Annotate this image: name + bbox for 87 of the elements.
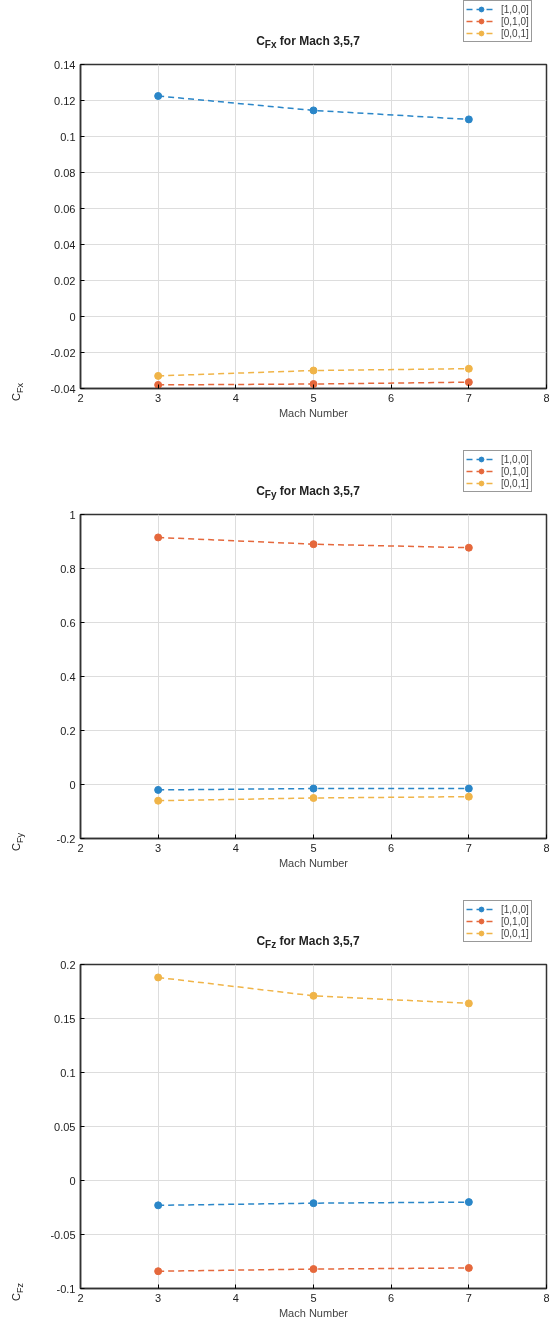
legend-label: [1,0,0] [501,453,529,465]
legend-label: [0,0,1] [501,27,529,39]
x-tick-label: 2 [77,1291,84,1304]
x-tick-label: 4 [232,1291,239,1304]
x-axis-title: Mach Number [278,1306,349,1319]
x-tick-label: 6 [388,391,395,404]
x-tick-label: 6 [388,1291,395,1304]
y-tick-label: 0.1 [60,130,76,143]
y-tick-label: 0.2 [60,958,76,971]
y-tick-label: -0.05 [50,1228,76,1241]
x-tick-label: 3 [155,1291,162,1304]
point [464,999,473,1008]
y-tick-label: 0 [69,778,76,791]
x-tick-label: 7 [465,1291,472,1304]
point [464,1263,473,1272]
legend-label: [1,0,0] [501,903,529,915]
point [464,115,473,124]
y-tick-label: 0.06 [54,202,76,215]
point [309,1265,318,1274]
point [464,543,473,552]
legend-label: [1,0,0] [501,3,529,15]
y-tick-label: 1 [69,508,76,521]
chart-title: C$_{Fy}$ for Mach 3,5,7 [256,484,360,502]
point [464,364,473,373]
y-tick-label: -0.1 [56,1282,76,1295]
y-tick-label: 0.02 [54,274,76,287]
x-tick-label: 5 [310,391,317,404]
chart-title: C$_{Fx}$ for Mach 3,5,7 [256,34,360,52]
chart-title: C$_{Fz}$ for Mach 3,5,7 [256,934,360,952]
point [154,371,163,380]
point [309,794,318,802]
x-tick-label: 5 [310,1291,317,1304]
y-tick-label: -0.02 [50,346,76,359]
point [309,366,318,375]
point [154,1267,163,1276]
y-tick-label: 0 [69,310,76,323]
point [154,92,163,100]
y-tick-label: 0.12 [54,94,76,107]
point [309,106,318,115]
x-axis-title: Mach Number [278,856,349,869]
point [309,540,318,549]
point [464,378,473,387]
y-tick-label: 0.08 [54,166,76,179]
x-tick-label: 2 [77,391,84,404]
x-tick-label: 7 [465,841,472,854]
point [464,1198,473,1207]
x-tick-label: 2 [77,841,84,854]
point [154,973,163,982]
legend-label: [0,1,0] [501,15,529,27]
x-tick-label: 8 [543,391,549,404]
y-tick-label: 0.14 [54,58,76,71]
x-tick-label: 6 [388,841,395,854]
x-tick-label: 5 [310,841,317,854]
y-tick-label: -0.04 [50,382,76,395]
point [309,380,318,388]
y-tick-label: 0.4 [60,670,76,683]
point [309,1199,318,1208]
point [154,796,163,805]
point [464,792,473,801]
legend-label: [0,1,0] [501,915,529,927]
x-tick-label: 4 [232,841,239,854]
x-tick-label: 8 [543,1291,549,1304]
y-tick-label: 0.05 [54,1120,76,1133]
x-tick-label: 8 [543,841,549,854]
y-tick-label: 0.8 [60,562,76,575]
legend-label: [0,0,1] [501,477,529,489]
point [309,991,318,1000]
x-axis-title: Mach Number [278,406,349,419]
legend-label: [0,0,1] [501,927,529,939]
point [154,785,163,794]
y-tick-label: 0.15 [54,1012,76,1025]
legend-label: [0,1,0] [501,465,529,477]
point [309,784,318,793]
point [154,1201,163,1210]
x-tick-label: 7 [465,391,472,404]
y-tick-label: 0.1 [60,1066,76,1079]
y-tick-label: 0.6 [60,616,76,629]
point [154,380,163,389]
x-tick-label: 3 [155,391,162,404]
y-tick-label: 0.04 [54,238,76,251]
y-tick-label: -0.2 [56,832,76,845]
point [154,533,163,542]
x-tick-label: 4 [232,391,239,404]
y-tick-label: 0 [69,1174,76,1187]
point [464,784,473,793]
y-tick-label: 0.2 [60,724,76,737]
x-tick-label: 3 [155,841,162,854]
